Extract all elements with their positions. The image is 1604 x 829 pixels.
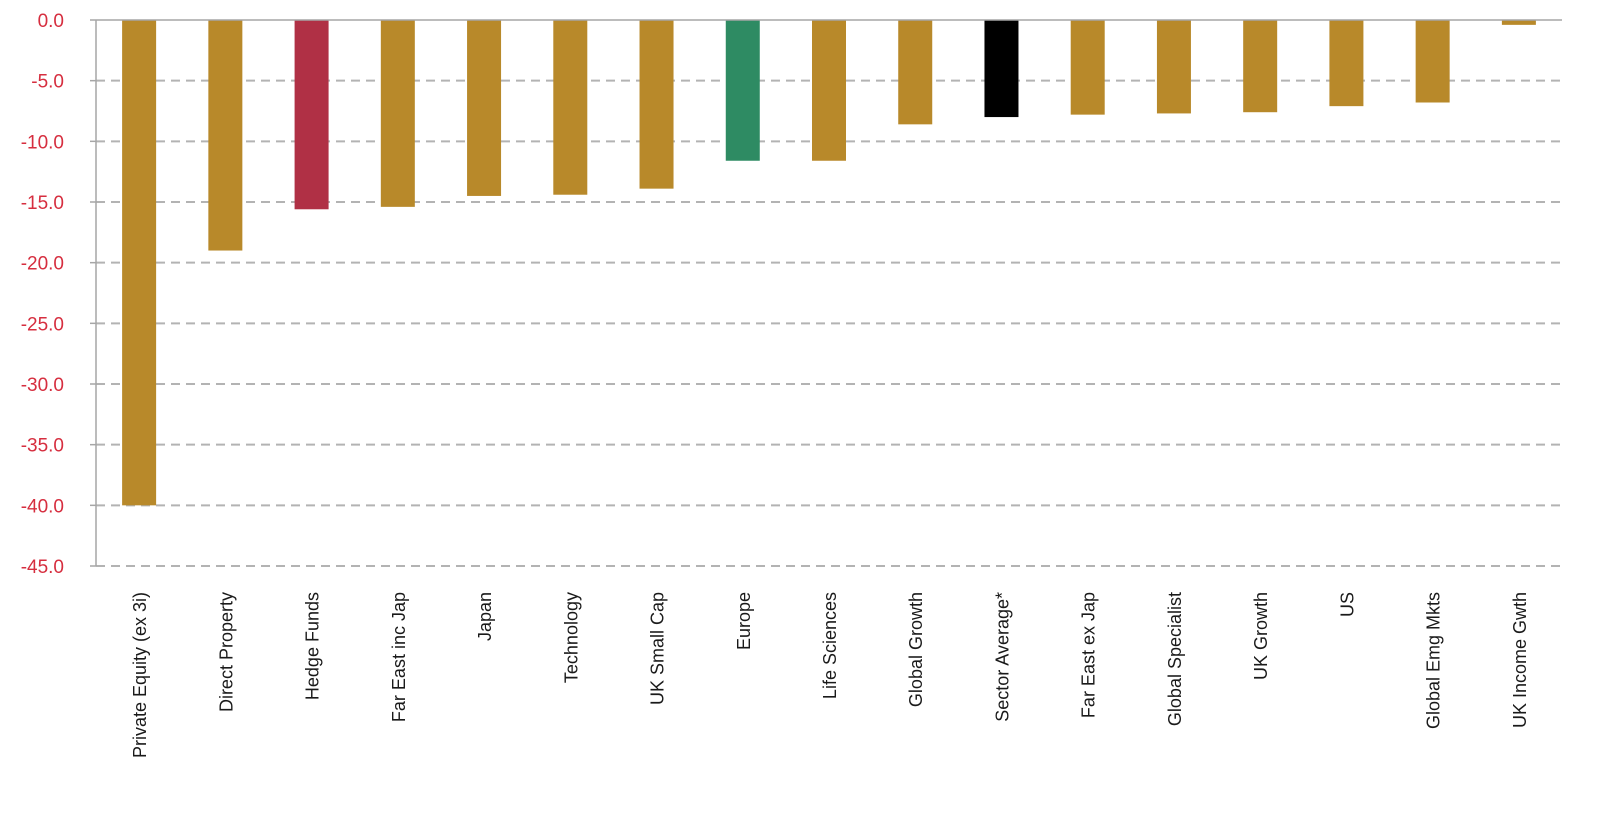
x-tick-label: Direct Property [216, 592, 236, 712]
bar [380, 20, 415, 207]
bar [1070, 20, 1105, 115]
x-tick-label: UK Small Cap [648, 592, 668, 705]
y-tick-label: -10.0 [21, 132, 64, 153]
bar [1243, 20, 1278, 113]
x-tick-label: Global Growth [906, 592, 926, 707]
x-tick-label: Global Emg Mkts [1424, 592, 1444, 729]
bars [122, 20, 1536, 506]
bar [1415, 20, 1450, 103]
bar [1501, 20, 1536, 25]
y-tick-label: -30.0 [21, 375, 64, 396]
y-tick-label: -35.0 [21, 436, 64, 457]
y-tick-label: -5.0 [31, 72, 64, 93]
x-tick-label: Japan [475, 592, 495, 641]
bar [984, 20, 1019, 118]
y-tick-label: -15.0 [21, 193, 64, 214]
gridlines [96, 79, 1562, 567]
x-tick-label: Hedge Funds [303, 592, 323, 700]
y-tick-label: -20.0 [21, 254, 64, 275]
x-tick-label: Technology [561, 592, 581, 683]
x-tick-label: Private Equity (ex 3i) [130, 592, 150, 758]
y-tick-label: -45.0 [21, 557, 64, 578]
bar [294, 20, 329, 210]
bar [725, 20, 760, 161]
y-tick-label: -25.0 [21, 314, 64, 335]
bar [812, 20, 846, 161]
x-tick-label: US [1337, 592, 1357, 617]
bar [208, 20, 243, 251]
x-tick-label: Far East ex Jap [1079, 592, 1099, 718]
bar [898, 20, 933, 125]
bar [639, 20, 674, 189]
x-tick-label: UK Income Gwth [1510, 592, 1530, 728]
x-tick-label: Global Specialist [1165, 592, 1185, 726]
y-tick-labels: 0.0 -5.0 -10.0 -15.0 -20.0 -25.0 -30.0 -35.0 -40… [21, 11, 64, 578]
axes [90, 19, 1562, 567]
bar [467, 20, 502, 196]
x-tick-labels: Private Equity (ex 3i) Direct Property Hed… [130, 592, 1530, 758]
y-tick-label: 0.0 [38, 11, 64, 32]
x-tick-label: Europe [734, 592, 754, 650]
x-tick-label: Life Sciences [820, 592, 840, 699]
bar [1329, 20, 1364, 107]
y-tick-label: -40.0 [21, 496, 64, 517]
bar [122, 20, 157, 506]
x-tick-label: Sector Average* [992, 592, 1012, 722]
bar [553, 20, 588, 195]
x-tick-label: Far East inc Jap [389, 592, 409, 722]
x-tick-label: UK Growth [1251, 592, 1271, 680]
bar [1156, 20, 1191, 114]
